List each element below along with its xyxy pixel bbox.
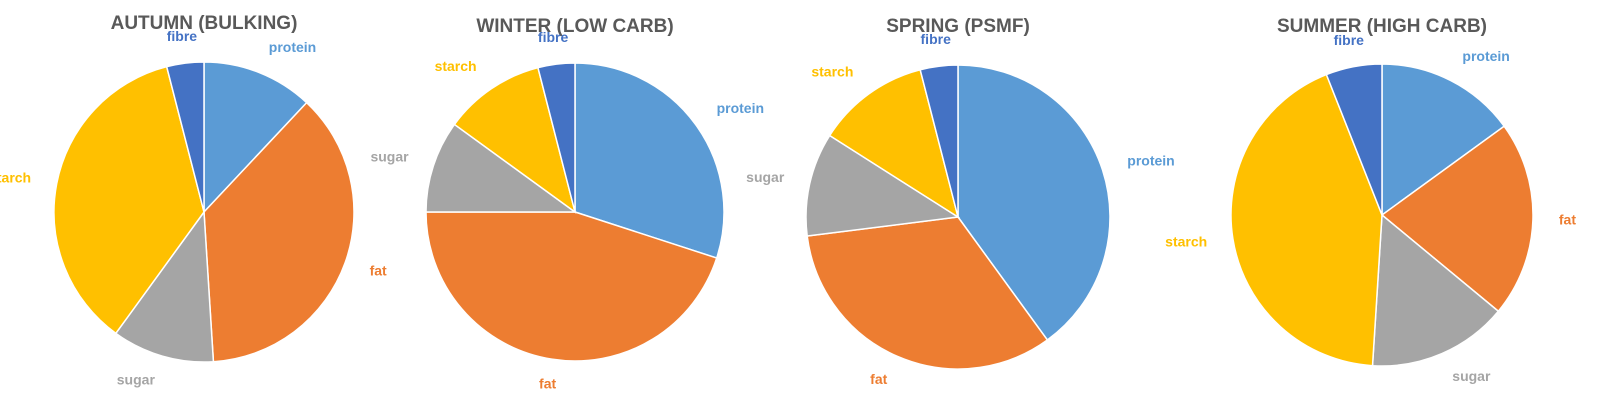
chart-title: SUMMER (HIGH CARB): [1277, 16, 1487, 37]
slice-label-fibre: fibre: [167, 28, 198, 44]
slice-label-fat: fat: [539, 376, 556, 392]
slice-label-protein: protein: [1462, 48, 1509, 64]
slice-label-fibre: fibre: [921, 31, 952, 47]
slice-label-protein: protein: [1127, 153, 1174, 169]
slice-label-starch: starch: [811, 64, 853, 80]
chart-title: SPRING (PSMF): [886, 16, 1030, 37]
pie-slice-starch: [1230, 73, 1383, 367]
pie-slice-fat: [203, 101, 355, 363]
pie-slice-fat: [806, 216, 1049, 370]
pie-slice-sugar: [805, 134, 961, 237]
pie-slice-sugar: [425, 123, 578, 213]
slice-label-fat: fat: [1559, 211, 1576, 227]
slice-label-starch: starch: [435, 58, 477, 74]
pie-slice-starch: [828, 68, 960, 219]
pie-slice-fat: [425, 211, 718, 362]
pie-slice-fibre: [165, 61, 205, 213]
pie-slice-sugar: [114, 209, 215, 363]
slice-label-starch: starch: [1165, 233, 1207, 249]
chart-title: AUTUMN (BULKING): [111, 13, 298, 34]
slice-label-fat: fat: [370, 262, 387, 278]
slice-label-fat: fat: [870, 371, 887, 387]
pie-slice-fibre: [537, 62, 576, 213]
pie-chart-summer-high-carb: SUMMER (HIGH CARB) protein fat sugar starch f…: [1165, 16, 1576, 384]
pie-chart-spring-psmf: SPRING (PSMF) protein fat sugar starch fibre: [746, 16, 1175, 387]
slice-label-sugar: sugar: [1452, 368, 1491, 384]
pie-slice-protein: [574, 62, 725, 259]
pie-slice-protein: [203, 61, 308, 214]
slice-label-sugar: sugar: [746, 169, 785, 185]
pie-slice-fibre: [1325, 63, 1383, 216]
pie-slice-protein: [1381, 63, 1506, 217]
slice-label-sugar: sugar: [117, 372, 156, 388]
pie-chart-autumn-bulking: AUTUMN (BULKING) protein fat sugar starch fib…: [0, 13, 387, 388]
pie-slice-protein: [957, 64, 1111, 342]
pie-slice-starch: [453, 66, 577, 214]
pie-slice-fibre: [919, 64, 959, 218]
slice-label-fibre: fibre: [538, 29, 569, 45]
slice-label-sugar: sugar: [370, 149, 409, 165]
slice-label-protein: protein: [717, 100, 764, 116]
slice-label-fibre: fibre: [1334, 32, 1365, 48]
pie-slice-sugar: [1371, 213, 1500, 367]
pie-slice-starch: [53, 65, 205, 335]
pie-chart-winter-low-carb: WINTER (LOW CARB) protein fat sugar starch fi…: [370, 16, 764, 391]
chart-title: WINTER (LOW CARB): [476, 16, 673, 37]
slice-label-starch: starch: [0, 170, 31, 186]
slice-label-protein: protein: [269, 39, 316, 55]
pie-slice-fat: [1380, 125, 1534, 313]
